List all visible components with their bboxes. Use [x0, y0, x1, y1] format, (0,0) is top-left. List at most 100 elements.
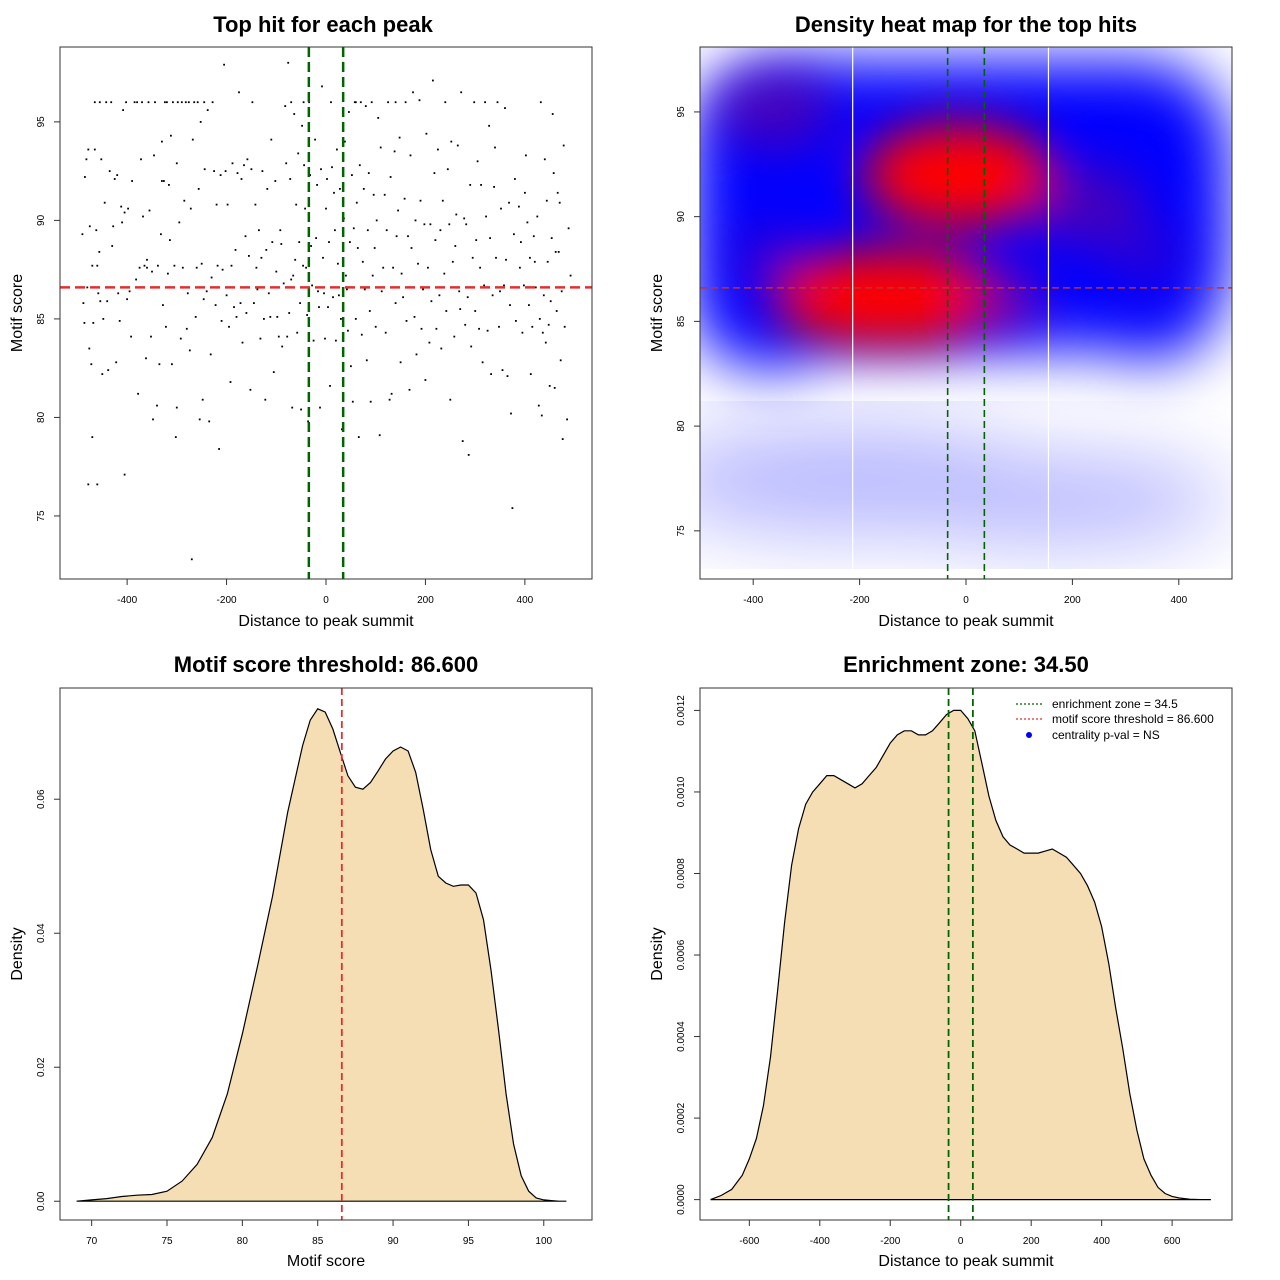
scatter-point	[485, 215, 487, 218]
scatter-point	[370, 101, 373, 104]
scatter-point	[360, 333, 363, 336]
scatter-point	[233, 306, 235, 308]
scatter-point	[423, 223, 426, 226]
scatter-point	[511, 507, 514, 509]
scatter-point	[303, 164, 305, 167]
scatter-point	[194, 316, 197, 318]
scatter-point	[280, 243, 283, 245]
scatter-point	[539, 101, 542, 104]
distance-density-x-label: Distance to peak summit	[878, 1253, 1054, 1270]
scatter-point	[448, 223, 451, 226]
score-density-x-label: Motif score	[287, 1253, 365, 1270]
scatter-point	[364, 105, 367, 107]
scatter-plot-frame	[59, 46, 593, 580]
scatter-point	[413, 316, 416, 318]
scatter-point	[296, 331, 299, 334]
scatter-point	[331, 166, 333, 169]
scatter-point	[229, 381, 232, 383]
scatter-point	[157, 264, 159, 267]
scatter-point	[399, 361, 402, 364]
scatter-point	[438, 294, 441, 297]
scatter-point	[260, 256, 263, 259]
scatter-point	[301, 124, 303, 127]
scatter-point	[542, 294, 545, 297]
legend-label-centrality: centrality p-val = NS	[1052, 728, 1160, 742]
scatter-point	[138, 266, 141, 269]
scatter-point	[325, 207, 327, 210]
scatter-point	[238, 91, 240, 94]
scatter-point	[243, 164, 245, 167]
scatter-point	[88, 347, 91, 350]
legend-label-threshold: motif score threshold = 86.600	[1052, 712, 1214, 726]
scatter-point	[250, 168, 253, 171]
scatter-point	[216, 264, 219, 267]
y-tick-label: 85	[36, 313, 47, 325]
scatter-point	[385, 229, 388, 232]
scatter-point	[256, 288, 259, 291]
scatter-point	[116, 174, 119, 176]
scatter-point	[314, 138, 316, 141]
scatter-point	[131, 180, 133, 182]
scatter-point	[470, 345, 473, 348]
scatter-point	[398, 136, 401, 139]
scatter-point	[199, 121, 202, 123]
scatter-point	[228, 325, 230, 328]
scatter-point	[354, 318, 357, 320]
scatter-point	[292, 274, 295, 277]
scatter-point	[525, 154, 527, 157]
scatter-point	[302, 101, 305, 104]
scatter-point	[523, 284, 525, 287]
x-tick-label: 75	[161, 1236, 173, 1247]
scatter-point	[290, 101, 293, 104]
scatter-point	[86, 286, 89, 289]
y-tick-label: 0.0012	[676, 695, 687, 726]
scatter-point	[156, 404, 158, 407]
scatter-point	[221, 268, 224, 271]
scatter-point	[332, 296, 334, 299]
scatter-point	[486, 329, 489, 332]
scatter-point	[108, 170, 111, 172]
y-tick-label: 95	[36, 116, 47, 128]
scatter-x-ticks: -400 -200 0 200 400	[117, 579, 534, 606]
scatter-point	[384, 331, 387, 334]
scatter-point	[198, 418, 201, 421]
scatter-point	[400, 272, 403, 275]
distance-density-y-label: Density	[649, 927, 666, 980]
scatter-point	[175, 162, 178, 165]
scatter-point	[123, 473, 126, 476]
scatter-point	[450, 140, 453, 143]
scatter-point	[90, 363, 93, 366]
scatter-point	[214, 304, 217, 306]
scatter-point	[503, 284, 505, 287]
scatter-point	[365, 359, 368, 362]
scatter-point	[513, 233, 515, 236]
scatter-point	[560, 290, 563, 293]
scatter-point	[350, 365, 352, 368]
scatter-point	[533, 260, 536, 263]
y-tick-label: 85	[676, 315, 687, 327]
scatter-point	[178, 221, 181, 224]
scatter-point	[551, 113, 554, 115]
scatter-point	[418, 99, 421, 102]
scatter-x-label: Distance to peak summit	[238, 613, 414, 630]
scatter-point	[319, 406, 321, 409]
scatter-point	[236, 172, 239, 174]
heatmap-x-ticks: -400 -200 0 200 400	[743, 579, 1188, 606]
scatter-point	[295, 203, 298, 206]
scatter-y-label: Motif score	[9, 274, 26, 352]
scatter-point	[562, 144, 565, 147]
scatter-point	[223, 63, 225, 66]
scatter-point	[168, 184, 170, 186]
y-tick-label: 90	[36, 214, 47, 226]
scatter-point	[290, 278, 293, 281]
scatter-point	[322, 256, 324, 259]
scatter-point	[267, 292, 270, 295]
scatter-point	[373, 247, 376, 249]
scatter-point	[118, 320, 121, 322]
scatter-point	[362, 188, 365, 190]
y-tick-label: 75	[676, 525, 687, 537]
scatter-point	[380, 290, 383, 293]
scatter-point	[374, 325, 377, 328]
x-tick-label: 200	[1064, 595, 1081, 606]
scatter-point	[172, 101, 174, 104]
